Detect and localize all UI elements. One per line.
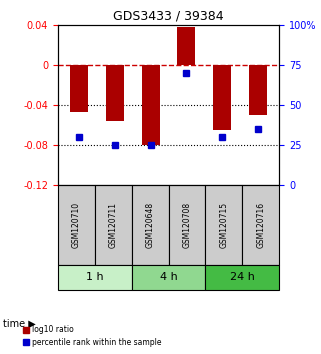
Bar [106,65,124,121]
Text: GSM120711: GSM120711 [108,202,118,248]
FancyBboxPatch shape [95,185,132,265]
FancyBboxPatch shape [132,265,205,290]
Bar [178,27,195,65]
FancyBboxPatch shape [58,185,95,265]
FancyBboxPatch shape [205,185,242,265]
Text: GSM120716: GSM120716 [256,202,265,248]
Title: GDS3433 / 39384: GDS3433 / 39384 [113,9,224,22]
Text: 1 h: 1 h [86,273,103,282]
Text: 4 h: 4 h [160,273,178,282]
Bar [142,65,160,145]
Bar [213,65,231,130]
Text: GSM120710: GSM120710 [72,202,81,248]
Text: time ▶: time ▶ [3,319,36,329]
Text: 24 h: 24 h [230,273,255,282]
Text: GSM120648: GSM120648 [145,202,155,248]
FancyBboxPatch shape [58,265,132,290]
Legend: log10 ratio, percentile rank within the sample: log10 ratio, percentile rank within the … [20,322,165,350]
Text: GSM120715: GSM120715 [219,202,229,248]
FancyBboxPatch shape [169,185,205,265]
Bar [249,65,267,115]
Bar [70,65,88,112]
Text: GSM120708: GSM120708 [182,202,192,248]
FancyBboxPatch shape [132,185,169,265]
FancyBboxPatch shape [242,185,279,265]
FancyBboxPatch shape [205,265,279,290]
